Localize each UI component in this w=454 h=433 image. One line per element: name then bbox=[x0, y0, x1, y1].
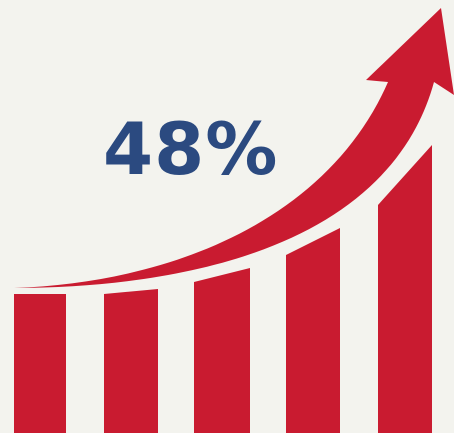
bar-5 bbox=[378, 145, 432, 433]
percentage-headline: 48% bbox=[103, 107, 279, 191]
bar-3 bbox=[194, 268, 250, 433]
bar-4 bbox=[286, 228, 340, 433]
bar-1 bbox=[14, 294, 66, 433]
trend-arrow-icon bbox=[14, 8, 454, 288]
bar-2 bbox=[104, 289, 158, 433]
